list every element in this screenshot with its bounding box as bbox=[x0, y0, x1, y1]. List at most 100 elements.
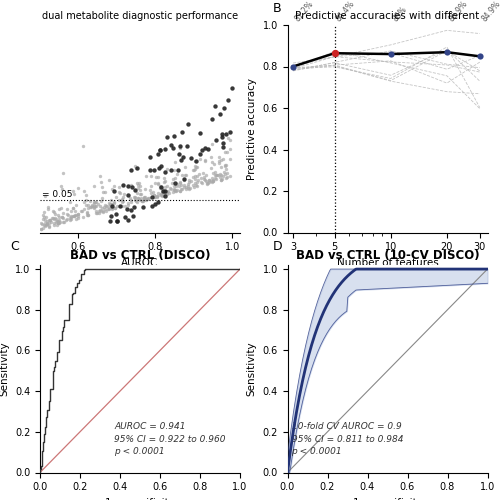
Point bbox=[174, 150, 182, 158]
Point bbox=[133, 198, 141, 206]
Point bbox=[94, 209, 102, 217]
Point bbox=[59, 214, 67, 222]
Point bbox=[180, 184, 188, 192]
Point bbox=[173, 170, 181, 178]
Point bbox=[176, 156, 184, 164]
Point bbox=[133, 164, 141, 172]
Point bbox=[86, 203, 94, 211]
Point bbox=[143, 195, 151, 203]
Point bbox=[206, 177, 214, 185]
Point bbox=[211, 174, 219, 182]
Point bbox=[218, 174, 226, 182]
Point bbox=[217, 176, 225, 184]
Point bbox=[217, 176, 225, 184]
Point bbox=[202, 172, 210, 179]
Point bbox=[156, 184, 164, 192]
Point bbox=[78, 142, 86, 150]
Point bbox=[193, 182, 201, 190]
Point bbox=[38, 224, 46, 232]
Point bbox=[226, 128, 234, 136]
Point bbox=[153, 192, 161, 200]
Point bbox=[53, 221, 61, 229]
Point bbox=[161, 168, 169, 176]
Point bbox=[92, 210, 100, 218]
Text: 84.9%: 84.9% bbox=[480, 0, 500, 23]
Point bbox=[147, 189, 155, 197]
Point bbox=[141, 192, 149, 200]
Point bbox=[200, 144, 208, 152]
Point bbox=[160, 187, 168, 195]
Point bbox=[162, 189, 170, 197]
Point bbox=[134, 194, 142, 202]
Point bbox=[161, 177, 169, 185]
Point bbox=[96, 206, 104, 214]
Point bbox=[208, 176, 216, 184]
Point bbox=[92, 207, 100, 215]
Point bbox=[147, 172, 155, 180]
Point bbox=[222, 165, 230, 173]
Point bbox=[197, 178, 205, 186]
Point bbox=[161, 187, 169, 195]
Point bbox=[184, 120, 192, 128]
Point bbox=[66, 216, 74, 224]
Point bbox=[60, 218, 68, 226]
Point bbox=[64, 211, 72, 219]
Point bbox=[204, 176, 212, 184]
Point bbox=[189, 181, 197, 189]
Point bbox=[167, 141, 175, 149]
Point bbox=[90, 199, 98, 207]
Point bbox=[158, 188, 166, 196]
Point bbox=[206, 152, 214, 160]
Point bbox=[72, 210, 80, 218]
Point bbox=[151, 178, 159, 186]
Point bbox=[140, 194, 148, 202]
Point bbox=[112, 210, 120, 218]
Point bbox=[204, 176, 212, 184]
Point bbox=[127, 198, 135, 205]
Point bbox=[186, 176, 194, 184]
Point bbox=[218, 163, 226, 171]
Point bbox=[124, 182, 132, 190]
Point bbox=[136, 196, 143, 204]
Point bbox=[96, 202, 104, 209]
Point bbox=[50, 220, 58, 228]
Point bbox=[108, 200, 116, 208]
Point bbox=[148, 202, 156, 210]
Point bbox=[106, 200, 114, 208]
Point bbox=[56, 218, 64, 226]
Point bbox=[224, 96, 232, 104]
Point bbox=[119, 181, 127, 189]
Point bbox=[90, 204, 98, 212]
Point bbox=[108, 205, 116, 213]
Point bbox=[192, 158, 200, 166]
Point bbox=[119, 193, 127, 201]
Point bbox=[184, 180, 192, 188]
Point bbox=[80, 205, 88, 213]
Point bbox=[163, 188, 171, 196]
Point bbox=[71, 208, 79, 216]
Point bbox=[84, 211, 92, 219]
Text: C: C bbox=[10, 240, 19, 253]
Point bbox=[192, 166, 200, 173]
Point bbox=[200, 176, 208, 184]
Point bbox=[226, 144, 234, 152]
Point bbox=[200, 169, 207, 177]
Point bbox=[193, 163, 201, 171]
Point bbox=[101, 205, 109, 213]
Point bbox=[223, 173, 231, 181]
Point bbox=[70, 212, 78, 220]
Point bbox=[171, 186, 179, 194]
Point bbox=[120, 190, 128, 198]
Point bbox=[90, 182, 98, 190]
Point bbox=[92, 198, 100, 206]
Y-axis label: Sensitivity: Sensitivity bbox=[247, 342, 257, 396]
Point bbox=[152, 174, 160, 182]
Point bbox=[139, 198, 147, 205]
Point bbox=[42, 220, 50, 228]
Point bbox=[63, 215, 71, 223]
Point bbox=[136, 195, 143, 203]
Point bbox=[176, 142, 184, 150]
Point bbox=[152, 192, 160, 200]
Point bbox=[160, 188, 168, 196]
Point bbox=[226, 136, 234, 143]
